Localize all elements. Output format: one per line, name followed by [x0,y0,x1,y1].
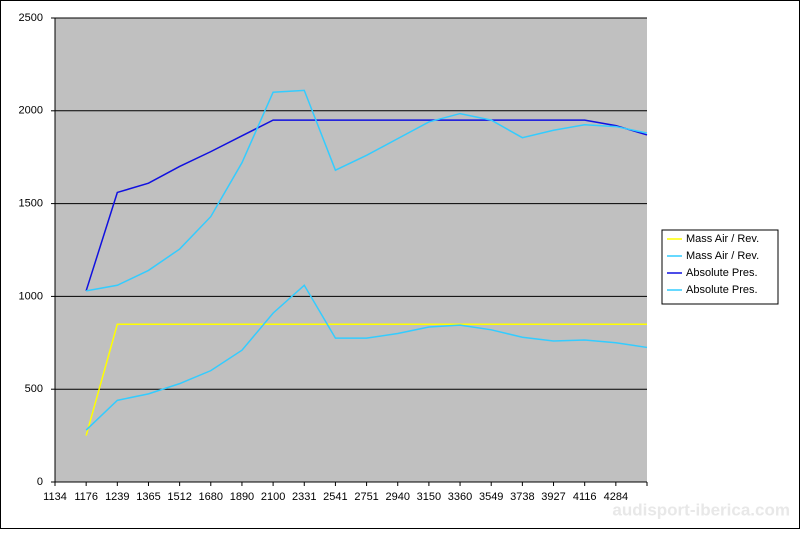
y-tick-label: 0 [37,476,43,488]
x-tick-label: 1365 [136,491,160,503]
y-tick-label: 500 [25,383,43,395]
x-tick-label: 1890 [230,491,254,503]
x-tick-label: 3738 [510,491,534,503]
legend-label: Mass Air / Rev. [686,250,759,262]
x-tick-label: 2751 [354,491,378,503]
series-line [86,89,648,292]
x-tick-label: 3927 [541,491,565,503]
series-line [85,323,647,436]
legend-label: Absolute Pres. [686,267,758,279]
x-tick-label: 1512 [167,491,191,503]
x-tick-label: 4116 [573,491,597,503]
x-tick-label: 2331 [292,491,316,503]
x-tick-label: 2100 [261,491,285,503]
series-line [85,119,648,292]
y-tick-label: 1500 [19,198,43,210]
x-tick-label: 2940 [385,491,409,503]
legend-label: Absolute Pres. [686,284,758,296]
x-tick-label: 3549 [479,491,503,503]
y-tick-label: 1000 [19,290,43,302]
watermark: audisport-iberica.com [612,500,790,519]
plot-area [55,18,647,482]
y-tick-label: 2500 [19,12,43,24]
legend-box [661,229,779,305]
y-tick-label: 2000 [19,105,43,117]
x-tick-label: 2541 [323,491,347,503]
x-tick-label: 1239 [105,491,129,503]
x-tick-label: 1134 [43,491,67,503]
x-tick-label: 4284 [604,491,628,503]
x-tick-label: 3150 [417,491,441,503]
x-tick-label: 1176 [74,491,98,503]
series-line [85,284,648,431]
legend-label: Mass Air / Rev. [686,233,759,245]
x-tick-label: 3360 [448,491,472,503]
x-tick-label: 1680 [199,491,223,503]
